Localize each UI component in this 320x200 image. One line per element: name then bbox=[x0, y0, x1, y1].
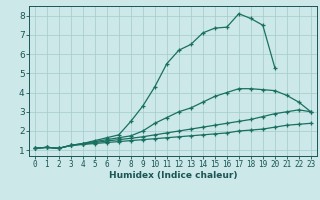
X-axis label: Humidex (Indice chaleur): Humidex (Indice chaleur) bbox=[108, 171, 237, 180]
